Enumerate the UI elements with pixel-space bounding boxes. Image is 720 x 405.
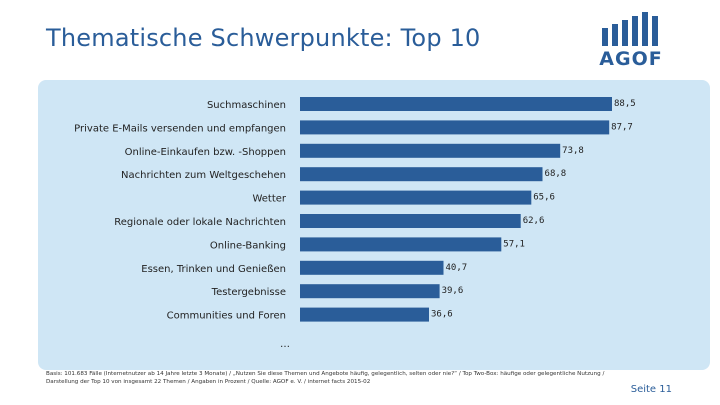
page-number: Seite 11 (630, 384, 672, 395)
value-label: 40,7 (445, 263, 467, 273)
category-label: Nachrichten zum Weltgeschehen (121, 170, 286, 181)
category-label: Communities und Foren (167, 311, 286, 322)
bar (300, 97, 612, 111)
category-label: Regionale oder lokale Nachrichten (114, 217, 286, 228)
category-label: Online-Banking (210, 240, 286, 251)
category-label: Wetter (252, 194, 286, 205)
bar (300, 307, 429, 322)
bar (300, 260, 444, 275)
slide-title: Thematische Schwerpunkte: Top 10 (46, 24, 481, 52)
category-label: Essen, Trinken und Genießen (141, 264, 286, 275)
ellipsis-label: … (280, 339, 290, 350)
footnote: Basis: 101.683 Fälle (Internetnutzer ab … (46, 371, 605, 385)
value-label: 57,1 (503, 239, 525, 249)
category-label: Suchmaschinen (207, 100, 286, 111)
value-label: 62,6 (523, 216, 545, 226)
value-label: 68,8 (545, 169, 567, 179)
bar (300, 167, 543, 182)
logo-text: AGOF (599, 48, 663, 70)
bar (300, 214, 521, 228)
category-label: Online-Einkaufen bzw. -Shoppen (125, 147, 286, 158)
value-label: 65,6 (533, 193, 555, 203)
value-label: 39,6 (442, 286, 464, 296)
value-label: 73,8 (562, 146, 584, 156)
agof-logo-icon (602, 12, 658, 46)
bar-chart: Suchmaschinen 88,5 Private E-Mails versend… (74, 97, 636, 350)
bar (300, 143, 561, 158)
value-label: 36,6 (431, 310, 453, 320)
category-label: Testergebnisse (211, 287, 286, 298)
bar (300, 284, 440, 299)
bar (300, 237, 502, 252)
category-label: Private E-Mails versenden und empfangen (74, 123, 286, 134)
value-label: 87,7 (611, 122, 633, 132)
bar (300, 190, 532, 205)
bar (300, 120, 610, 135)
value-label: 88,5 (614, 99, 636, 109)
